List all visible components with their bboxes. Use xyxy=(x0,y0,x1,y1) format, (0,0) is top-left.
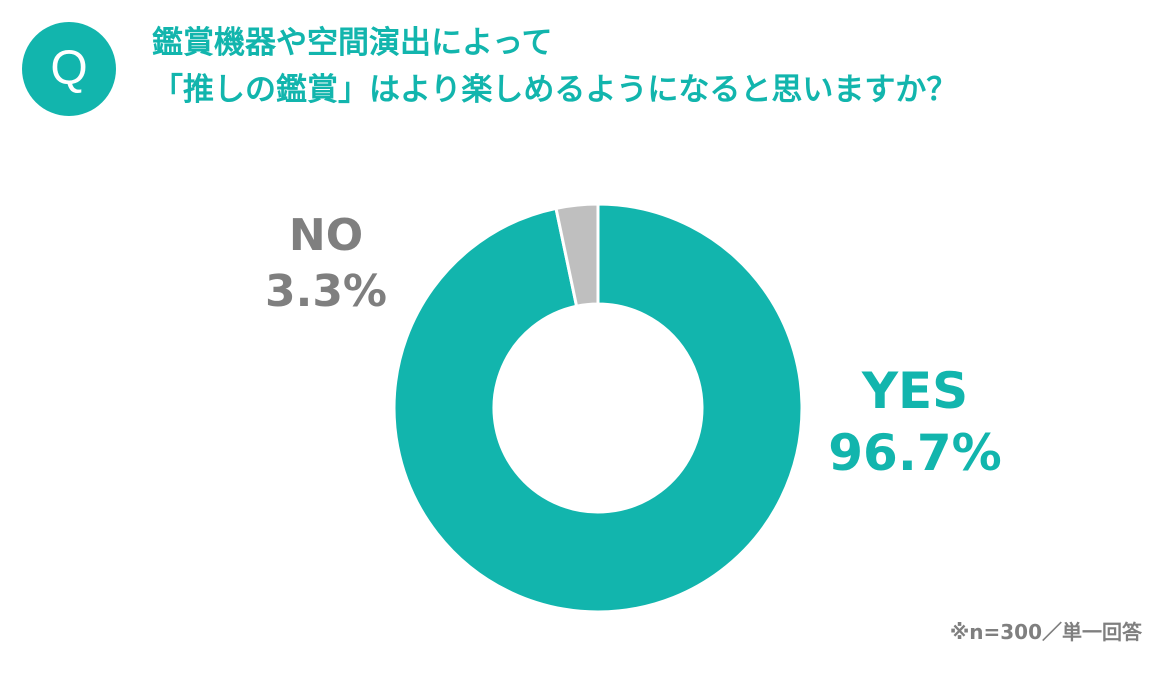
sample-footnote: ※n=300／単一回答 xyxy=(949,620,1142,644)
donut-slice-yes xyxy=(392,202,804,614)
question-badge: Q xyxy=(22,22,116,116)
question-line-2: 「推しの鑑賞」はより楽しめるようになると思いますか？ xyxy=(152,72,958,108)
no-percent-label: 3.3% xyxy=(264,266,388,317)
yes-slice-label: YES 96.7% xyxy=(800,360,1030,484)
no-category-label: NO xyxy=(288,210,364,261)
question-title: 鑑賞機器や空間演出によって 「推しの鑑賞」はより楽しめるようになると思いますか？ xyxy=(152,20,1152,114)
yes-percent-label: 96.7% xyxy=(828,424,1002,482)
yes-category-label: YES xyxy=(861,362,969,420)
question-line-1: 鑑賞機器や空間演出によって xyxy=(152,25,553,61)
no-slice-label: NO 3.3% xyxy=(236,208,416,320)
donut-slice-no xyxy=(554,202,600,309)
